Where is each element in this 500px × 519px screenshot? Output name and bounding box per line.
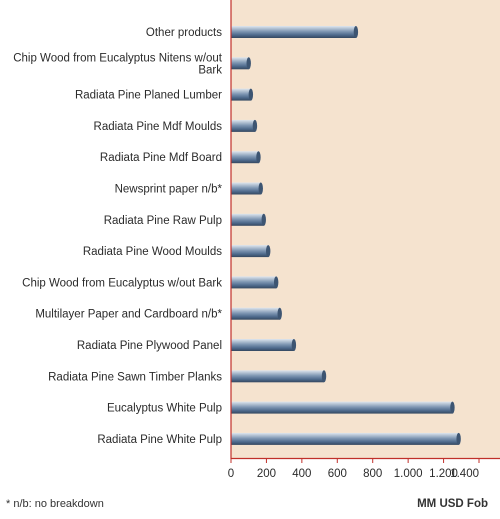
bar [231,88,251,101]
x-tick-label: 400 [292,468,311,480]
bar-end-cap [456,432,461,445]
category-label: Other products [146,27,222,39]
bar-end-cap [353,26,359,38]
x-tick-label: 1.400 [450,468,479,480]
category-label: Chip Wood from Eucalyptus Nitens w/out Ba… [13,52,223,76]
bar-end-cap [291,339,297,351]
category-label: Radiata Pine Planed Lumber [75,90,222,102]
x-axis-title: MM USD Fob [417,498,488,510]
footnote: * n/b: no breakdown [6,498,104,510]
category-label: Newsprint paper n/b* [115,184,223,196]
category-label: Radiata Pine Sawn Timber Planks [48,371,222,383]
bar [231,26,356,38]
bar [231,432,459,445]
category-label: Radiata Pine Mdf Moulds [94,121,223,133]
category-label: Chip Wood from Eucalyptus w/out Bark [22,277,222,289]
bar [231,119,255,132]
bar-end-cap [261,213,266,226]
bar-end-cap [321,370,327,383]
x-tick-label: 800 [363,468,382,480]
category-label: Radiata Pine White Pulp [97,434,222,446]
category-label: Radiata Pine Raw Pulp [104,215,222,227]
bar-end-cap [248,88,254,101]
bar-end-cap [258,182,263,195]
x-tick-label: 1.000 [394,468,423,480]
bar [231,57,249,70]
bar [231,307,280,320]
plot-area [231,0,500,458]
bar-end-cap [450,401,455,414]
category-label: Eucalyptus White Pulp [107,403,222,415]
category-label: Radiata Pine Plywood Panel [77,340,222,352]
x-tick-label: 1.200 [429,468,458,480]
bar-end-cap [246,57,251,70]
category-label: Radiata Pine Wood Moulds [83,246,222,258]
bar-end-cap [252,119,258,132]
bar-end-cap [273,276,279,289]
bar-end-cap [256,151,261,164]
bar [231,401,453,414]
bar [231,151,259,164]
bar [231,339,294,351]
bar [231,245,269,258]
x-tick-label: 600 [328,468,347,480]
bar [231,213,264,226]
category-label: Radiata Pine Mdf Board [100,152,222,164]
bar-end-cap [277,307,282,320]
x-tick-label: 200 [257,468,276,480]
bar [231,182,261,195]
bar-end-cap [266,245,271,258]
bar [231,370,324,383]
category-label: Multilayer Paper and Cardboard n/b* [35,309,222,321]
x-tick-label: 0 [228,468,234,480]
bar [231,276,277,289]
